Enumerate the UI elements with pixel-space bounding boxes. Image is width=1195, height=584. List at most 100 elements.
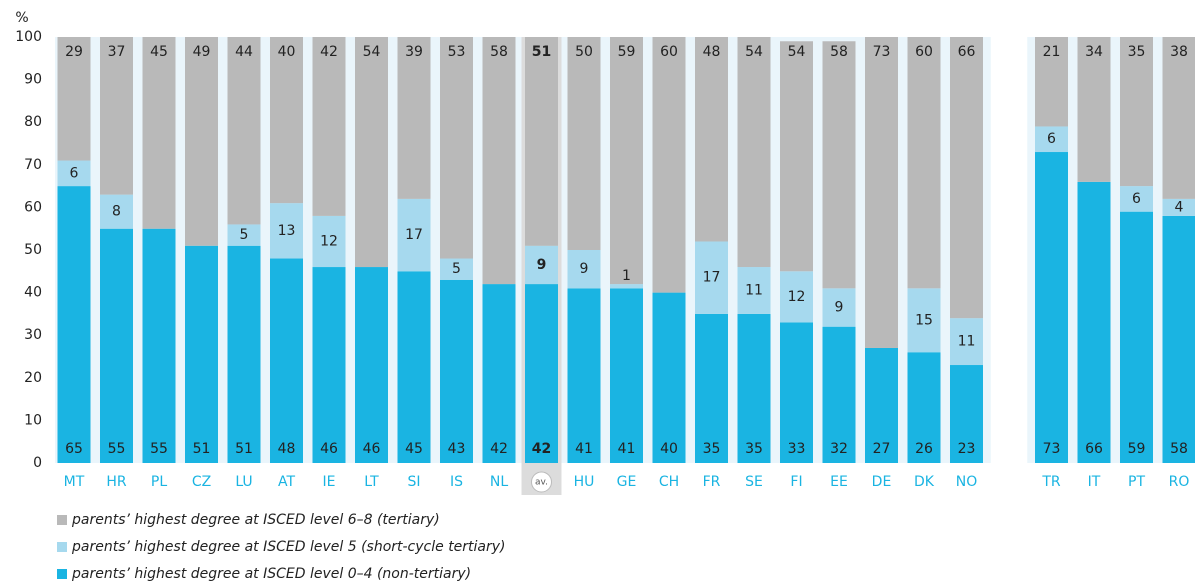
data-label: 27 — [873, 441, 891, 457]
data-label: 40 — [278, 44, 296, 60]
y-axis-label: % — [15, 10, 28, 26]
bar-segment — [482, 37, 516, 285]
x-tick-label: DK — [914, 474, 935, 490]
bar-segment — [780, 41, 813, 272]
bar-segment — [652, 292, 686, 463]
bar-segment — [185, 245, 218, 463]
bar-segment — [1162, 215, 1195, 463]
x-tick-label: RO — [1169, 474, 1190, 490]
x-tick-label: IT — [1088, 474, 1101, 490]
bar-segment — [1077, 181, 1111, 463]
x-tick-label: IS — [450, 474, 463, 490]
data-label: 45 — [405, 441, 423, 457]
bar-segment — [950, 37, 983, 319]
x-tick-label: NL — [490, 474, 508, 490]
bar-segment — [440, 258, 473, 280]
bar-segment — [907, 37, 941, 289]
y-tick-label: 20 — [24, 370, 42, 386]
data-label: 59 — [618, 44, 636, 60]
legend-label: parents’ highest degree at ISCED level 0… — [71, 566, 471, 582]
data-label: 42 — [490, 441, 508, 457]
bar-segment — [525, 284, 558, 463]
data-label: 11 — [745, 282, 763, 298]
data-label: 5 — [452, 261, 461, 277]
data-label: 23 — [958, 441, 976, 457]
data-label: 15 — [915, 312, 933, 328]
data-label: 65 — [65, 441, 83, 457]
bar-segment — [397, 37, 431, 199]
x-tick-label: PT — [1128, 474, 1145, 490]
bar-segment — [1035, 37, 1068, 127]
data-label: 1 — [622, 268, 631, 284]
data-label: 73 — [873, 44, 891, 60]
bar-segment — [610, 288, 643, 463]
bar-segment — [482, 284, 516, 463]
bar-segment — [270, 258, 303, 463]
data-label: 49 — [193, 44, 211, 60]
bar-segment — [695, 37, 728, 242]
data-label: 8 — [112, 204, 121, 220]
bar-segment — [567, 37, 601, 250]
bar-segment — [865, 37, 898, 348]
data-label: 38 — [1170, 44, 1188, 60]
data-label: 44 — [235, 44, 253, 60]
data-label: 35 — [703, 441, 721, 457]
data-label: 12 — [320, 233, 338, 249]
bar-segment — [1077, 37, 1111, 182]
data-label: 51 — [235, 441, 253, 457]
data-label: 45 — [150, 44, 168, 60]
data-label: 54 — [745, 44, 763, 60]
data-label: 17 — [703, 270, 721, 286]
bar-segment — [525, 245, 558, 285]
bar-segment — [822, 41, 856, 289]
data-label: 6 — [1047, 131, 1056, 147]
data-label: 33 — [788, 441, 806, 457]
bar-segment — [312, 215, 346, 268]
y-tick-label: 30 — [24, 327, 42, 343]
x-tick-label: CZ — [192, 474, 211, 490]
data-label: 39 — [405, 44, 423, 60]
bar-segment — [1162, 198, 1195, 216]
bar-segment — [227, 37, 261, 225]
bar-segment — [525, 37, 558, 246]
x-tick-label: MT — [64, 474, 85, 490]
bar-segment — [440, 37, 473, 259]
bar-segment — [270, 37, 303, 204]
data-label: 55 — [108, 441, 126, 457]
x-tick-label: LU — [235, 474, 252, 490]
data-label: 46 — [320, 441, 338, 457]
bar-segment — [822, 288, 856, 327]
data-label: 6 — [70, 165, 79, 181]
y-tick-label: 100 — [15, 29, 42, 45]
data-label: 13 — [278, 223, 296, 239]
bar-segment — [1120, 211, 1153, 463]
bar-segment — [907, 288, 941, 353]
data-label: 58 — [490, 44, 508, 60]
y-tick-label: 0 — [33, 455, 42, 471]
bar-segment — [652, 37, 686, 293]
bar-segment — [737, 267, 771, 314]
x-tick-label: DE — [872, 474, 892, 490]
bar-segment — [312, 267, 346, 463]
x-tick-label: SI — [407, 474, 420, 490]
data-label: 42 — [320, 44, 338, 60]
y-tick-label: 80 — [24, 114, 42, 130]
x-tick-label: AT — [278, 474, 295, 490]
bar-segment — [100, 194, 133, 229]
bar-segment — [865, 347, 898, 463]
bar-segment — [822, 326, 856, 463]
bar-segment — [695, 241, 728, 314]
data-label: 40 — [660, 441, 678, 457]
y-tick-label: 60 — [24, 199, 42, 215]
data-label: 21 — [1043, 44, 1061, 60]
data-label: 6 — [1132, 191, 1141, 207]
bar-segment — [1120, 37, 1153, 187]
data-label: 35 — [1128, 44, 1146, 60]
data-label: 51 — [532, 44, 551, 60]
data-label: 73 — [1043, 441, 1061, 457]
data-label: 34 — [1085, 44, 1103, 60]
data-label: 66 — [958, 44, 976, 60]
highlight-badge — [531, 471, 552, 493]
bar-segment — [567, 288, 601, 463]
